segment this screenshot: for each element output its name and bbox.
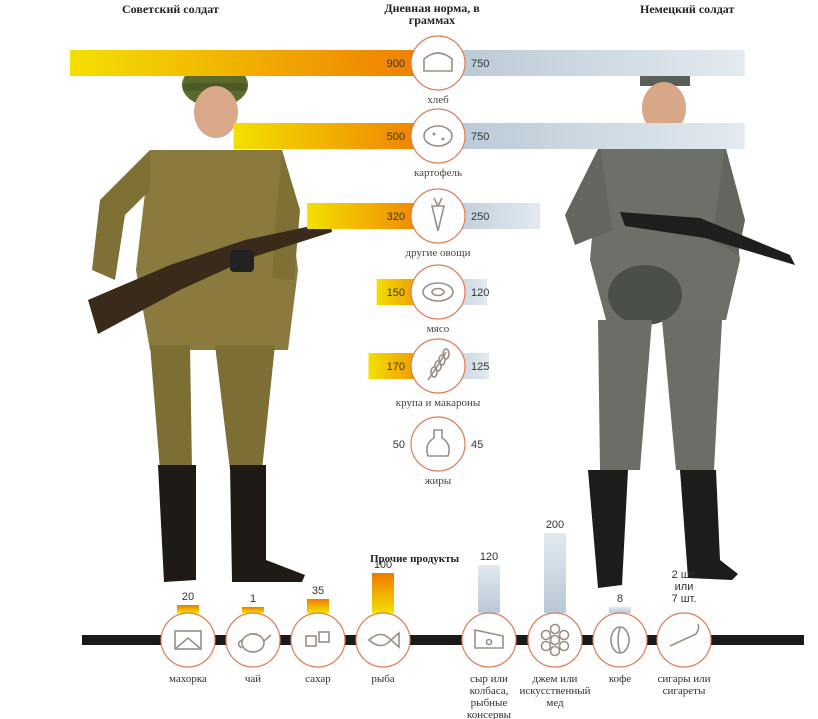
- german-soldier-title: Немецкий солдат: [640, 2, 735, 16]
- ration-category-label: крупа и макароны: [396, 397, 481, 409]
- other-category-label: сигары или сигареты: [657, 673, 710, 697]
- german-ration-value: 250: [471, 211, 489, 223]
- german-other-bar: [544, 533, 566, 613]
- ration-category-label: хлеб: [427, 94, 449, 106]
- cheese-icon: [474, 629, 504, 649]
- other-category-label: чай: [245, 673, 261, 685]
- soviet-ration-value: 170: [387, 361, 405, 373]
- other-value-label: 100: [374, 559, 392, 571]
- soviet-ration-value: 50: [393, 439, 405, 451]
- other-icon-circle: [290, 612, 346, 668]
- ration-category-label: другие овощи: [406, 247, 471, 259]
- other-category-label: сахар: [305, 673, 331, 685]
- other-icon-circle: [160, 612, 216, 668]
- soviet-ration-value: 500: [387, 131, 405, 143]
- bread-icon: [423, 52, 453, 72]
- other-category-label: кофе: [609, 673, 631, 685]
- other-icon-circle: [592, 612, 648, 668]
- ration-category-label: картофель: [414, 167, 462, 179]
- german-ration-value: 125: [471, 361, 489, 373]
- other-value-label: 20: [182, 591, 194, 603]
- other-icon-circle: [225, 612, 281, 668]
- ration-icon-circle: [410, 108, 466, 164]
- soviet-ration-value: 150: [387, 287, 405, 299]
- german-other-bar: [478, 565, 500, 613]
- other-value-label: 120: [480, 551, 498, 563]
- german-ration-value: 45: [471, 439, 483, 451]
- sugar-icon: [305, 631, 330, 647]
- honeycomb-icon: [540, 623, 570, 657]
- german-ration-bar: [438, 123, 745, 149]
- daily-ration-title: Дневная норма, в граммах: [384, 1, 480, 27]
- soviet-ration-value: 900: [387, 58, 405, 70]
- other-category-label: джем или искусственный мед: [519, 673, 590, 709]
- german-other-bar: [609, 607, 631, 613]
- ration-category-label: мясо: [427, 323, 450, 335]
- potato-icon: [423, 125, 453, 147]
- fish-icon: [367, 631, 400, 649]
- oil-jug-icon: [426, 429, 450, 457]
- ration-icon-circle: [410, 264, 466, 320]
- soviet-ration-value: 320: [387, 211, 405, 223]
- ration-icon-circle: [410, 35, 466, 91]
- other-icon-circle: [355, 612, 411, 668]
- tobacco-icon: [174, 630, 202, 650]
- soviet-ration-bar: [70, 50, 438, 76]
- other-category-label: рыба: [371, 673, 394, 685]
- soviet-other-bar: [177, 605, 199, 613]
- baseline-bar: [82, 635, 804, 645]
- soviet-other-bar: [307, 599, 329, 613]
- other-products-title: Прочие продукты: [370, 553, 460, 565]
- ration-icon-circle: [410, 416, 466, 472]
- meat-icon: [422, 282, 454, 302]
- carrot-icon: [430, 197, 446, 232]
- german-ration-value: 750: [471, 131, 489, 143]
- other-value-label: 35: [312, 585, 324, 597]
- soviet-soldier-figure: [88, 63, 332, 582]
- other-category-label: махорка: [169, 673, 207, 685]
- soviet-ration-bar: [233, 123, 438, 149]
- coffee-bean-icon: [610, 626, 630, 654]
- soviet-other-bar: [372, 573, 394, 613]
- german-ration-value: 750: [471, 58, 489, 70]
- other-value-label: 2 шт. или 7 шт.: [672, 569, 697, 605]
- other-value-label: 8: [617, 593, 623, 605]
- other-value-label: 1: [250, 593, 256, 605]
- grain-icon: [427, 348, 450, 381]
- other-value-label: 200: [546, 519, 564, 531]
- german-ration-bar: [438, 50, 745, 76]
- cigarette-icon: [669, 623, 700, 647]
- german-ration-value: 120: [471, 287, 489, 299]
- soviet-other-bar: [242, 607, 264, 613]
- teapot-icon: [237, 633, 272, 653]
- soviet-soldier-title: Советский солдат: [122, 2, 219, 16]
- german-soldier-figure: [565, 66, 795, 588]
- ration-category-label: жиры: [424, 475, 452, 487]
- other-category-label: сыр или колбаса, рыбные консервы: [467, 673, 512, 719]
- ration-icon-circle: [410, 188, 466, 244]
- other-icon-circle: [527, 612, 583, 668]
